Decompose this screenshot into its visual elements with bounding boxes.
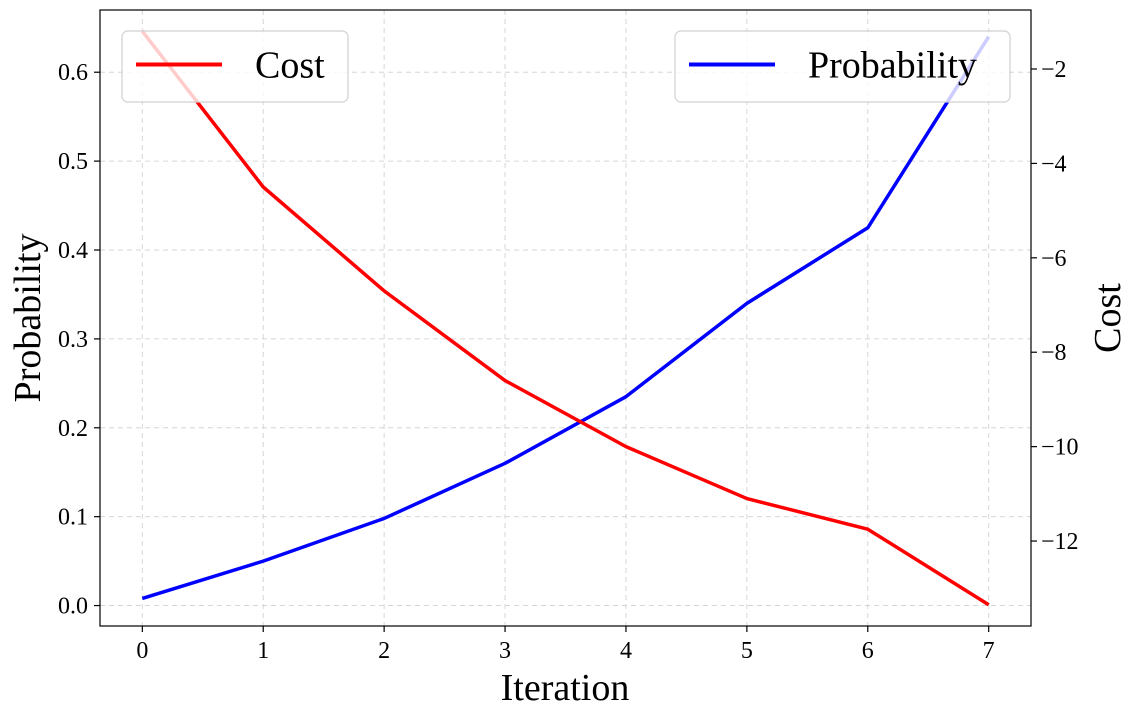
y-tick-label: 0.6	[58, 60, 88, 86]
legend-cost: Cost	[121, 30, 349, 103]
y2-tick-label: −12	[1041, 529, 1079, 555]
y-tick-label: 0.5	[58, 149, 88, 175]
legends: Cost Probability	[121, 30, 1011, 103]
series-layer	[140, 30, 991, 607]
y2-axis-title: Cost	[1087, 283, 1129, 353]
y-axis-right: −12 −10 −8 −6 −4 −2	[1031, 57, 1079, 555]
y-tick-label: 0.3	[58, 327, 88, 353]
y-tick-label: 0.4	[58, 238, 88, 264]
y-tick-label: 0.0	[58, 594, 88, 620]
x-tick-label: 0	[136, 638, 148, 664]
y-tick-label: 0.2	[58, 416, 88, 442]
x-tick-label: 3	[499, 638, 511, 664]
x-tick-label: 1	[257, 638, 269, 664]
x-axis: 0 1 2 3 4 5 6 7	[136, 626, 995, 664]
x-tick-label: 6	[862, 638, 874, 664]
y2-tick-label: −4	[1041, 151, 1067, 177]
y2-tick-label: −10	[1041, 435, 1079, 461]
legend-label: Probability	[808, 45, 977, 87]
y-tick-label: 0.1	[58, 505, 88, 531]
x-tick-label: 2	[378, 638, 390, 664]
x-tick-label: 5	[741, 638, 753, 664]
x-axis-title: Iteration	[501, 667, 630, 709]
y2-tick-label: −2	[1041, 57, 1067, 83]
legend-box	[674, 30, 1011, 103]
x-tick-label: 7	[983, 638, 995, 664]
y-axis-left: 0.0 0.1 0.2 0.3 0.4 0.5 0.6	[58, 60, 100, 620]
y2-tick-label: −8	[1041, 340, 1067, 366]
series-line-probability	[141, 35, 991, 601]
plot-frame	[99, 9, 1032, 627]
series-line-cost	[140, 30, 990, 607]
legend-label: Cost	[255, 45, 325, 87]
legend-box	[121, 30, 349, 103]
legend-probability: Probability	[674, 30, 1011, 103]
x-tick-label: 4	[620, 638, 632, 664]
y2-tick-label: −6	[1041, 246, 1067, 272]
y-axis-title: Probability	[7, 234, 49, 403]
